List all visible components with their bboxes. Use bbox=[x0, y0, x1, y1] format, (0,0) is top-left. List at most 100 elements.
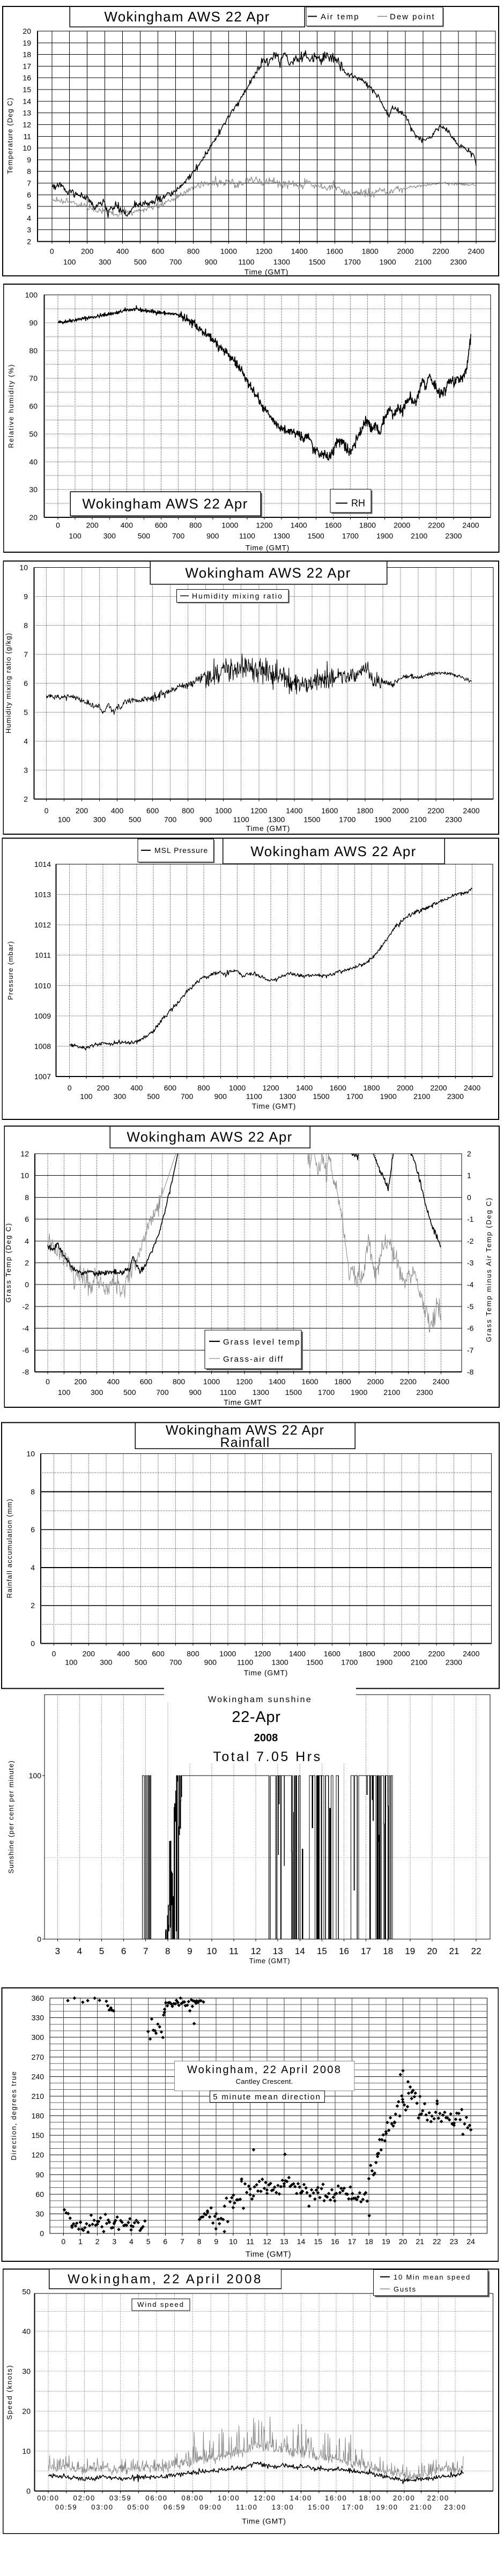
svg-text:1900: 1900 bbox=[374, 815, 391, 824]
svg-text:02:00: 02:00 bbox=[73, 2494, 96, 2502]
svg-text:Time GMT: Time GMT bbox=[224, 1398, 262, 1407]
svg-text:15: 15 bbox=[317, 1946, 327, 1956]
svg-text:4: 4 bbox=[24, 737, 28, 746]
svg-text:-2: -2 bbox=[23, 1302, 29, 1311]
svg-text:1600: 1600 bbox=[325, 521, 342, 530]
svg-text:2200: 2200 bbox=[431, 1083, 447, 1092]
svg-text:-1: -1 bbox=[467, 1215, 474, 1223]
svg-text:4: 4 bbox=[25, 1237, 29, 1245]
svg-text:1100: 1100 bbox=[239, 532, 255, 540]
svg-text:2100: 2100 bbox=[415, 258, 432, 266]
svg-text:Total 7.05 Hrs: Total 7.05 Hrs bbox=[213, 1749, 322, 1764]
svg-text:16:00: 16:00 bbox=[325, 2494, 347, 2502]
svg-text:60: 60 bbox=[29, 402, 38, 411]
svg-text:240: 240 bbox=[32, 2072, 45, 2081]
svg-text:Time (GMT): Time (GMT) bbox=[246, 824, 290, 833]
svg-text:400: 400 bbox=[130, 1083, 143, 1092]
svg-text:12: 12 bbox=[263, 2237, 271, 2246]
svg-text:0: 0 bbox=[46, 1377, 50, 1386]
svg-text:23:00: 23:00 bbox=[444, 2503, 466, 2511]
svg-text:13: 13 bbox=[23, 109, 31, 117]
svg-text:600: 600 bbox=[152, 1650, 165, 1658]
svg-text:0: 0 bbox=[25, 1280, 29, 1289]
svg-text:9: 9 bbox=[187, 1946, 192, 1956]
svg-text:8: 8 bbox=[31, 1487, 35, 1496]
svg-text:600: 600 bbox=[152, 247, 165, 256]
svg-text:20: 20 bbox=[399, 2237, 407, 2246]
svg-text:30: 30 bbox=[29, 485, 38, 494]
svg-text:900: 900 bbox=[206, 532, 219, 540]
svg-text:2400: 2400 bbox=[463, 806, 479, 815]
svg-text:1300: 1300 bbox=[273, 532, 290, 540]
svg-text:2000: 2000 bbox=[397, 1083, 413, 1092]
svg-text:10: 10 bbox=[229, 2237, 238, 2246]
svg-text:MSL Pressure: MSL Pressure bbox=[154, 846, 208, 855]
svg-text:11: 11 bbox=[23, 132, 31, 140]
svg-text:1300: 1300 bbox=[279, 1092, 296, 1101]
svg-text:70: 70 bbox=[29, 374, 38, 383]
svg-text:05:00: 05:00 bbox=[128, 2503, 150, 2511]
svg-text:100: 100 bbox=[25, 291, 38, 299]
svg-text:Air temp: Air temp bbox=[321, 12, 360, 21]
svg-text:1200: 1200 bbox=[236, 1377, 253, 1386]
svg-text:800: 800 bbox=[187, 247, 200, 256]
svg-text:8: 8 bbox=[165, 1946, 170, 1956]
svg-text:40: 40 bbox=[29, 457, 38, 466]
svg-text:1000: 1000 bbox=[221, 521, 238, 530]
svg-text:17: 17 bbox=[361, 1946, 371, 1956]
svg-text:300: 300 bbox=[114, 1092, 127, 1101]
svg-text:2100: 2100 bbox=[413, 1092, 430, 1101]
svg-text:2300: 2300 bbox=[446, 1658, 462, 1667]
svg-text:700: 700 bbox=[156, 1388, 169, 1397]
svg-text:2: 2 bbox=[31, 1601, 35, 1610]
svg-text:5: 5 bbox=[146, 2237, 151, 2246]
svg-text:1800: 1800 bbox=[335, 1377, 351, 1386]
svg-text:2300: 2300 bbox=[416, 1388, 433, 1397]
svg-text:19: 19 bbox=[382, 2237, 390, 2246]
svg-text:210: 210 bbox=[32, 2092, 45, 2100]
svg-text:2000: 2000 bbox=[394, 1650, 410, 1658]
svg-text:100: 100 bbox=[69, 532, 81, 540]
svg-text:3: 3 bbox=[24, 766, 28, 775]
svg-text:1800: 1800 bbox=[357, 806, 373, 815]
svg-text:100: 100 bbox=[80, 1092, 93, 1101]
svg-text:-6: -6 bbox=[467, 1324, 474, 1333]
svg-text:03:59: 03:59 bbox=[109, 2494, 132, 2502]
svg-text:1200: 1200 bbox=[250, 806, 267, 815]
svg-text:90: 90 bbox=[35, 2170, 44, 2179]
svg-text:4: 4 bbox=[27, 214, 31, 222]
svg-text:800: 800 bbox=[197, 1083, 210, 1092]
svg-text:1200: 1200 bbox=[263, 1083, 279, 1092]
svg-text:Rainfall accumulation (mm): Rainfall accumulation (mm) bbox=[5, 1498, 13, 1598]
svg-text:7: 7 bbox=[24, 650, 28, 659]
svg-text:1700: 1700 bbox=[341, 1658, 358, 1667]
svg-text:Time (GMT): Time (GMT) bbox=[246, 544, 290, 552]
svg-text:2400: 2400 bbox=[468, 247, 484, 256]
svg-text:300: 300 bbox=[91, 1388, 103, 1397]
svg-text:100: 100 bbox=[63, 258, 76, 266]
svg-text:1400: 1400 bbox=[296, 1083, 313, 1092]
svg-text:90: 90 bbox=[29, 318, 38, 327]
svg-text:21:00: 21:00 bbox=[410, 2503, 433, 2511]
svg-text:1900: 1900 bbox=[380, 258, 396, 266]
svg-text:Wokingham AWS 22 Apr: Wokingham AWS 22 Apr bbox=[185, 565, 351, 581]
svg-text:600: 600 bbox=[164, 1083, 177, 1092]
svg-text:1900: 1900 bbox=[376, 532, 393, 540]
svg-text:10: 10 bbox=[19, 563, 28, 572]
svg-text:12:00: 12:00 bbox=[254, 2494, 276, 2502]
svg-text:30: 30 bbox=[22, 2367, 31, 2375]
svg-text:17: 17 bbox=[348, 2237, 357, 2246]
svg-text:2100: 2100 bbox=[410, 815, 426, 824]
svg-text:6: 6 bbox=[31, 1525, 35, 1534]
svg-text:700: 700 bbox=[169, 1658, 182, 1667]
svg-text:1011: 1011 bbox=[35, 951, 51, 960]
svg-text:15:00: 15:00 bbox=[308, 2503, 330, 2511]
svg-text:900: 900 bbox=[199, 815, 212, 824]
svg-text:7: 7 bbox=[143, 1946, 148, 1956]
svg-text:270: 270 bbox=[32, 2053, 45, 2061]
svg-text:700: 700 bbox=[181, 1092, 194, 1101]
svg-text:-5: -5 bbox=[467, 1302, 474, 1311]
svg-text:21: 21 bbox=[449, 1946, 459, 1956]
svg-text:2200: 2200 bbox=[428, 1650, 444, 1658]
svg-text:18: 18 bbox=[383, 1946, 393, 1956]
